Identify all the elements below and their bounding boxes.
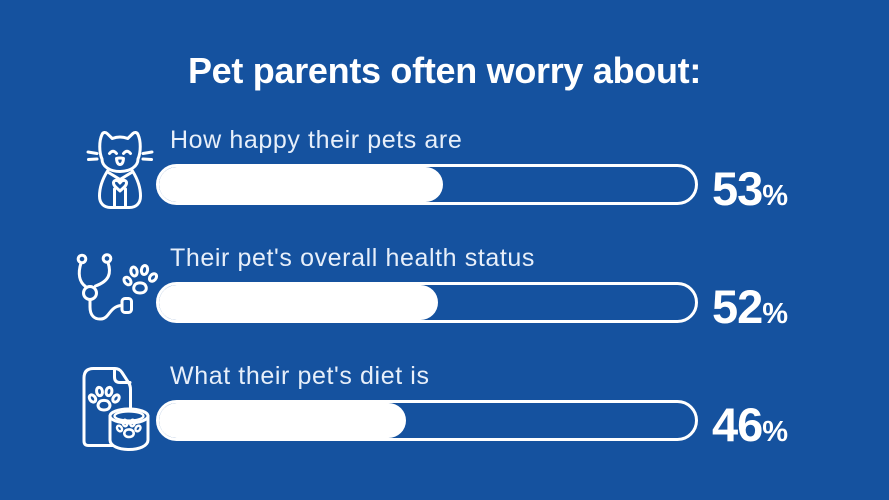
worry-row-health: Their pet's overall health status 52% xyxy=(76,238,884,350)
percent-sign: % xyxy=(762,298,789,330)
value-number: 46 xyxy=(712,398,763,451)
stethoscope-paw-icon xyxy=(74,250,162,330)
value-number: 53 xyxy=(712,162,763,215)
page-title: Pet parents often worry about: xyxy=(187,50,702,91)
worry-value: 52% xyxy=(712,283,788,330)
progress-bar-track xyxy=(156,282,698,323)
pet-food-icon xyxy=(76,358,156,456)
progress-bar-fill xyxy=(159,403,406,438)
worry-value: 53% xyxy=(712,165,788,212)
worry-row-happiness: How happy their pets are 53% xyxy=(84,120,884,232)
value-number: 52 xyxy=(712,280,763,333)
worry-label: Their pet's overall health status xyxy=(170,244,536,272)
worry-label: How happy their pets are xyxy=(170,126,463,154)
progress-bar-fill xyxy=(159,167,444,202)
percent-sign: % xyxy=(762,180,789,212)
worry-value: 46% xyxy=(712,401,788,448)
cat-icon xyxy=(84,126,156,214)
progress-bar-fill xyxy=(159,285,438,320)
worry-row-diet: What their pet's diet is 46% xyxy=(82,356,884,468)
percent-sign: % xyxy=(762,416,789,448)
progress-bar-track xyxy=(156,164,698,205)
progress-bar-track xyxy=(156,400,698,441)
worry-label: What their pet's diet is xyxy=(170,362,430,390)
